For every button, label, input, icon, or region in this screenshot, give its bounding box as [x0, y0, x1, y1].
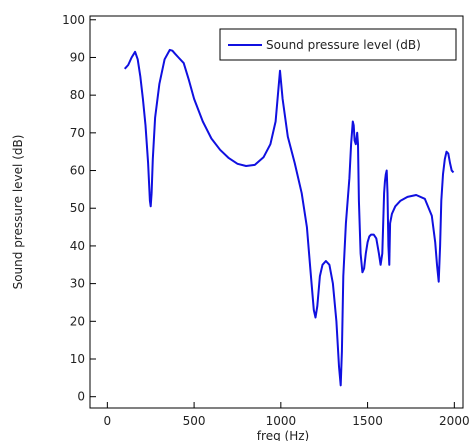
y-tick-label: 20	[70, 314, 85, 328]
y-axis-label: Sound pressure level (dB)	[11, 135, 25, 290]
y-tick-label: 40	[70, 239, 85, 253]
y-tick-label: 50	[70, 201, 85, 215]
y-tick-label: 0	[77, 390, 85, 404]
y-tick-label: 80	[70, 88, 85, 102]
y-tick-label: 70	[70, 126, 85, 140]
x-tick-label: 0	[104, 414, 112, 428]
plot-frame	[89, 15, 464, 409]
y-tick-label: 30	[70, 277, 85, 291]
series-line-sound-pressure-level	[123, 48, 455, 387]
series-layer	[123, 48, 455, 387]
legend-entry-label: Sound pressure level (dB)	[266, 38, 421, 52]
x-axis-ticks: 0 500 1000 1500 2000	[104, 402, 470, 428]
x-axis-label: freq (Hz)	[257, 429, 309, 441]
x-tick-label: 500	[183, 414, 206, 428]
y-tick-label: 60	[70, 164, 85, 178]
y-tick-label: 90	[70, 50, 85, 64]
x-tick-label: 1000	[266, 414, 297, 428]
y-axis-ticks: 0 10 20 30 40 50 60 70 80 90 100	[62, 13, 96, 404]
y-tick-label: 10	[70, 352, 85, 366]
y-tick-label: 100	[62, 13, 85, 27]
x-tick-label: 1500	[352, 414, 383, 428]
legend: Sound pressure level (dB)	[219, 28, 457, 61]
x-tick-label: 2000	[439, 414, 470, 428]
